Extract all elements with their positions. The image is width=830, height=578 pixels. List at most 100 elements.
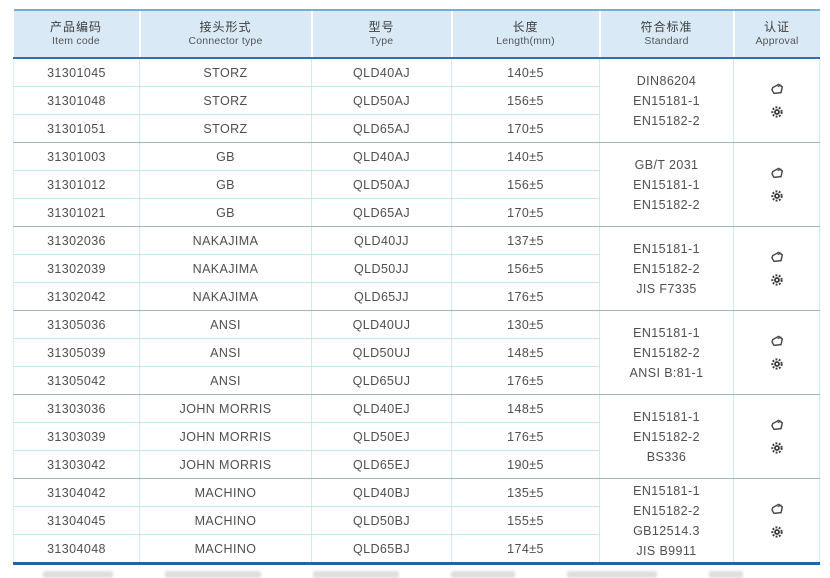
- connector-type-cell: STORZ: [139, 114, 312, 143]
- wheelmark-seal-icon: [770, 274, 783, 286]
- table-row: 31305042 ANSI QLD65UJ 176±5: [13, 366, 820, 395]
- standard-line: EN15181-1: [633, 325, 700, 340]
- header-approval-en: Approval: [755, 35, 799, 47]
- type-cell: QLD65JJ: [311, 282, 452, 311]
- length-cell: 190±5: [451, 450, 600, 479]
- item-code-cell: 31305036: [13, 310, 140, 339]
- header-connector-type: 接头形式 Connector type: [138, 9, 312, 59]
- standard-line: BS336: [646, 449, 687, 464]
- type-cell: QLD50AJ: [311, 86, 452, 115]
- approval-icon-stack: [734, 82, 819, 119]
- header-type: 型号 Type: [310, 9, 452, 59]
- header-type-en: Type: [369, 35, 394, 47]
- standards-cell: GB/T 2031 EN15181-1 EN15182-2: [599, 142, 734, 227]
- type-cell: QLD40EJ: [311, 394, 452, 423]
- type-cell: QLD65BJ: [311, 534, 452, 565]
- table-row: 31302042 NAKAJIMA QLD65JJ 176±5: [13, 282, 820, 311]
- length-cell: 137±5: [451, 226, 600, 255]
- standard-line: EN15181-1: [633, 483, 700, 498]
- header-connector-type-zh: 接头形式: [199, 20, 252, 34]
- item-code-cell: 31301045: [13, 58, 140, 87]
- table-row: 31302039 NAKAJIMA QLD50JJ 156±5: [13, 254, 820, 283]
- connector-type-cell: ANSI: [139, 338, 312, 367]
- table-row: 31301012 GB QLD50AJ 156±5: [13, 170, 820, 199]
- standard-line: EN15181-1: [633, 177, 700, 192]
- certificate-stamp-icon: [770, 251, 783, 263]
- certificate-stamp-icon: [770, 335, 783, 347]
- length-cell: 156±5: [451, 170, 600, 199]
- wheelmark-seal-icon: [770, 442, 783, 454]
- standard-line: EN15181-1: [633, 241, 700, 256]
- type-cell: QLD65EJ: [311, 450, 452, 479]
- length-cell: 176±5: [451, 282, 600, 311]
- standard-line: EN15182-2: [633, 197, 700, 212]
- header-length: 长度 Length(mm): [450, 9, 600, 59]
- header-type-zh: 型号: [368, 20, 395, 34]
- type-cell: QLD50EJ: [311, 422, 452, 451]
- type-cell: QLD65AJ: [311, 198, 452, 227]
- table-row: 31301051 STORZ QLD65AJ 170±5: [13, 114, 820, 143]
- item-code-cell: 31304042: [13, 478, 140, 507]
- length-cell: 140±5: [451, 58, 600, 87]
- connector-type-cell: NAKAJIMA: [139, 282, 312, 311]
- length-cell: 130±5: [451, 310, 600, 339]
- length-cell: 174±5: [451, 534, 600, 565]
- standards-cell: EN15181-1 EN15182-2 ANSI B:81-1: [599, 310, 734, 395]
- table-row: 31304045 MACHINO QLD50BJ 155±5: [13, 506, 820, 535]
- length-cell: 155±5: [451, 506, 600, 535]
- table-body: 31301045 STORZ QLD40AJ 140±5 DIN86204 EN15181…: [13, 58, 820, 565]
- length-cell: 170±5: [451, 114, 600, 143]
- standard-line: GB/T 2031: [634, 157, 699, 172]
- item-code-cell: 31301012: [13, 170, 140, 199]
- length-cell: 148±5: [451, 338, 600, 367]
- item-code-cell: 31304045: [13, 506, 140, 535]
- approval-cell: [733, 478, 820, 565]
- approval-cell: [733, 226, 820, 311]
- table-row: 31301003 GB QLD40AJ 140±5 GB/T 2031 EN15181-1…: [13, 142, 820, 227]
- approval-cell: [733, 394, 820, 479]
- connector-type-cell: NAKAJIMA: [139, 254, 312, 283]
- connector-type-cell: ANSI: [139, 366, 312, 395]
- approval-icon-stack: [734, 502, 819, 539]
- standard-line: JIS F7335: [636, 281, 697, 296]
- product-table: 产品编码 Item code 接头形式 Connector type 型号 Ty…: [13, 9, 820, 565]
- length-cell: 170±5: [451, 198, 600, 227]
- connector-type-cell: STORZ: [139, 86, 312, 115]
- table-row: 31303042 JOHN MORRIS QLD65EJ 190±5: [13, 450, 820, 479]
- connector-type-cell: JOHN MORRIS: [139, 394, 312, 423]
- item-code-cell: 31302042: [13, 282, 140, 311]
- approval-icon-stack: [734, 250, 819, 287]
- type-cell: QLD50JJ: [311, 254, 452, 283]
- connector-type-cell: MACHINO: [139, 534, 312, 565]
- approval-icon-stack: [734, 418, 819, 455]
- certificate-stamp-icon: [770, 503, 783, 515]
- type-cell: QLD50AJ: [311, 170, 452, 199]
- standard-line: EN15182-2: [633, 503, 700, 518]
- standard-line: GB12514.3: [633, 523, 700, 538]
- connector-type-cell: MACHINO: [139, 506, 312, 535]
- header-connector-type-en: Connector type: [188, 35, 263, 47]
- standard-line: JIS B9911: [636, 543, 697, 558]
- item-code-cell: 31303042: [13, 450, 140, 479]
- header-standard-zh: 符合标准: [640, 20, 693, 34]
- connector-type-cell: NAKAJIMA: [139, 226, 312, 255]
- item-code-cell: 31301003: [13, 142, 140, 171]
- type-cell: QLD40AJ: [311, 58, 452, 87]
- cropped-next-row: [43, 571, 830, 578]
- length-cell: 140±5: [451, 142, 600, 171]
- length-cell: 176±5: [451, 366, 600, 395]
- standard-line: ANSI B:81-1: [629, 365, 704, 380]
- header-item-code-zh: 产品编码: [49, 20, 102, 34]
- length-cell: 135±5: [451, 478, 600, 507]
- standard-line: DIN86204: [636, 73, 697, 88]
- header-approval-zh: 认证: [763, 20, 790, 34]
- item-code-cell: 31301021: [13, 198, 140, 227]
- wheelmark-seal-icon: [770, 106, 783, 118]
- header-standard: 符合标准 Standard: [598, 9, 734, 59]
- connector-type-cell: ANSI: [139, 310, 312, 339]
- table-row: 31301021 GB QLD65AJ 170±5: [13, 198, 820, 227]
- item-code-cell: 31303036: [13, 394, 140, 423]
- length-cell: 156±5: [451, 254, 600, 283]
- type-cell: QLD40JJ: [311, 226, 452, 255]
- length-cell: 156±5: [451, 86, 600, 115]
